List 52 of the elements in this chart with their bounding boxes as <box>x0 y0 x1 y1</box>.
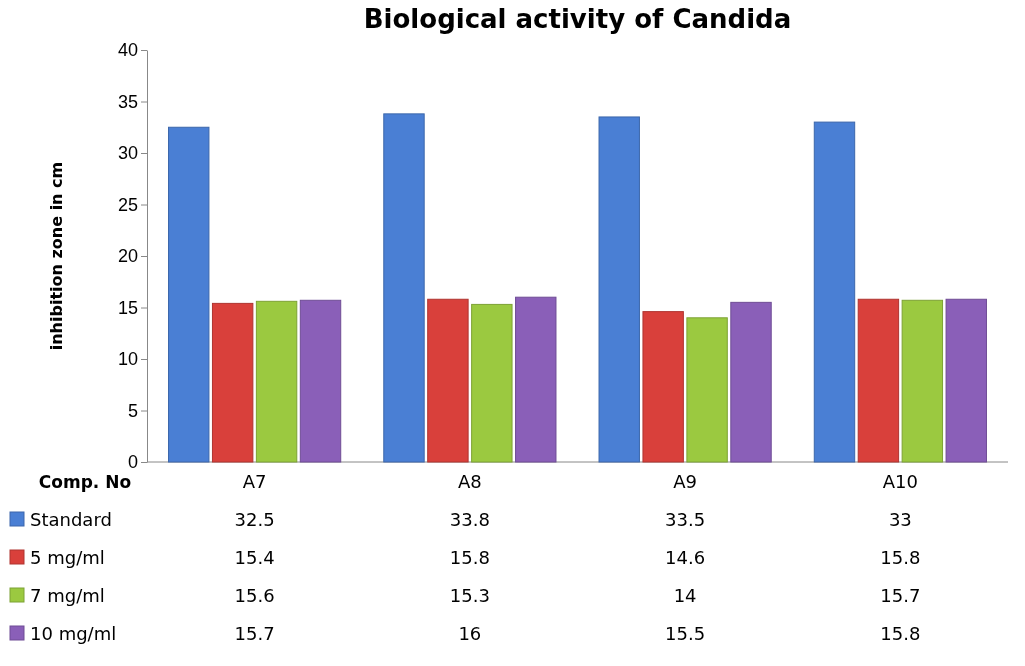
chart-title: Biological activity of Candida <box>363 4 792 34</box>
x-tick-label: A9 <box>673 471 698 492</box>
y-tick-label: 0 <box>127 452 138 473</box>
y-tick-label: 15 <box>117 297 138 318</box>
x-axis-title: Comp. No <box>38 472 132 492</box>
bar <box>730 301 772 463</box>
bar <box>686 317 728 463</box>
x-tick-label: A7 <box>242 471 267 492</box>
data-label: 15.7 <box>234 623 275 644</box>
data-label: 15.6 <box>234 585 275 606</box>
bar <box>211 302 254 463</box>
data-label: 32.5 <box>234 509 275 530</box>
data-label: 15.8 <box>880 547 921 568</box>
bar <box>168 126 210 463</box>
y-tick-label: 25 <box>117 194 138 215</box>
bar <box>857 298 900 463</box>
data-label: 33 <box>888 509 912 530</box>
y-tick-label: 5 <box>127 400 138 421</box>
x-tick-label: A10 <box>882 471 918 492</box>
bar <box>383 113 425 463</box>
data-label: 15.7 <box>880 585 921 606</box>
bar <box>813 121 856 463</box>
data-label: 33.8 <box>449 509 490 530</box>
y-tick-label: 30 <box>117 143 138 164</box>
data-label: 15.3 <box>449 585 490 606</box>
bar <box>598 116 640 463</box>
bar <box>255 300 298 463</box>
data-label: 14.6 <box>665 547 706 568</box>
data-label: 14 <box>673 585 697 606</box>
legend-label: 10 mg/ml <box>30 623 117 644</box>
bar <box>427 298 469 463</box>
y-tick-label: 10 <box>117 349 138 370</box>
y-tick-label: 20 <box>117 246 138 267</box>
data-label: 33.5 <box>665 509 706 530</box>
bar <box>945 298 987 463</box>
bar <box>901 299 944 463</box>
data-label: 16 <box>458 623 482 644</box>
legend-label: 7 mg/ml <box>30 585 105 606</box>
data-label: 15.8 <box>449 547 490 568</box>
bar <box>515 296 557 463</box>
data-label: 15.4 <box>234 547 275 568</box>
data-label: 15.5 <box>665 623 706 644</box>
legend-label: 5 mg/ml <box>30 547 105 568</box>
legend-label: Standard <box>30 509 112 530</box>
y-axis-title: inhibition zone in cm <box>47 161 66 351</box>
bar <box>642 311 684 463</box>
data-label: 15.8 <box>880 623 921 644</box>
bar <box>299 299 342 463</box>
bar <box>471 303 513 463</box>
y-tick-label: 35 <box>117 91 138 112</box>
y-tick-label: 40 <box>117 40 138 61</box>
x-tick-label: A8 <box>457 471 482 492</box>
